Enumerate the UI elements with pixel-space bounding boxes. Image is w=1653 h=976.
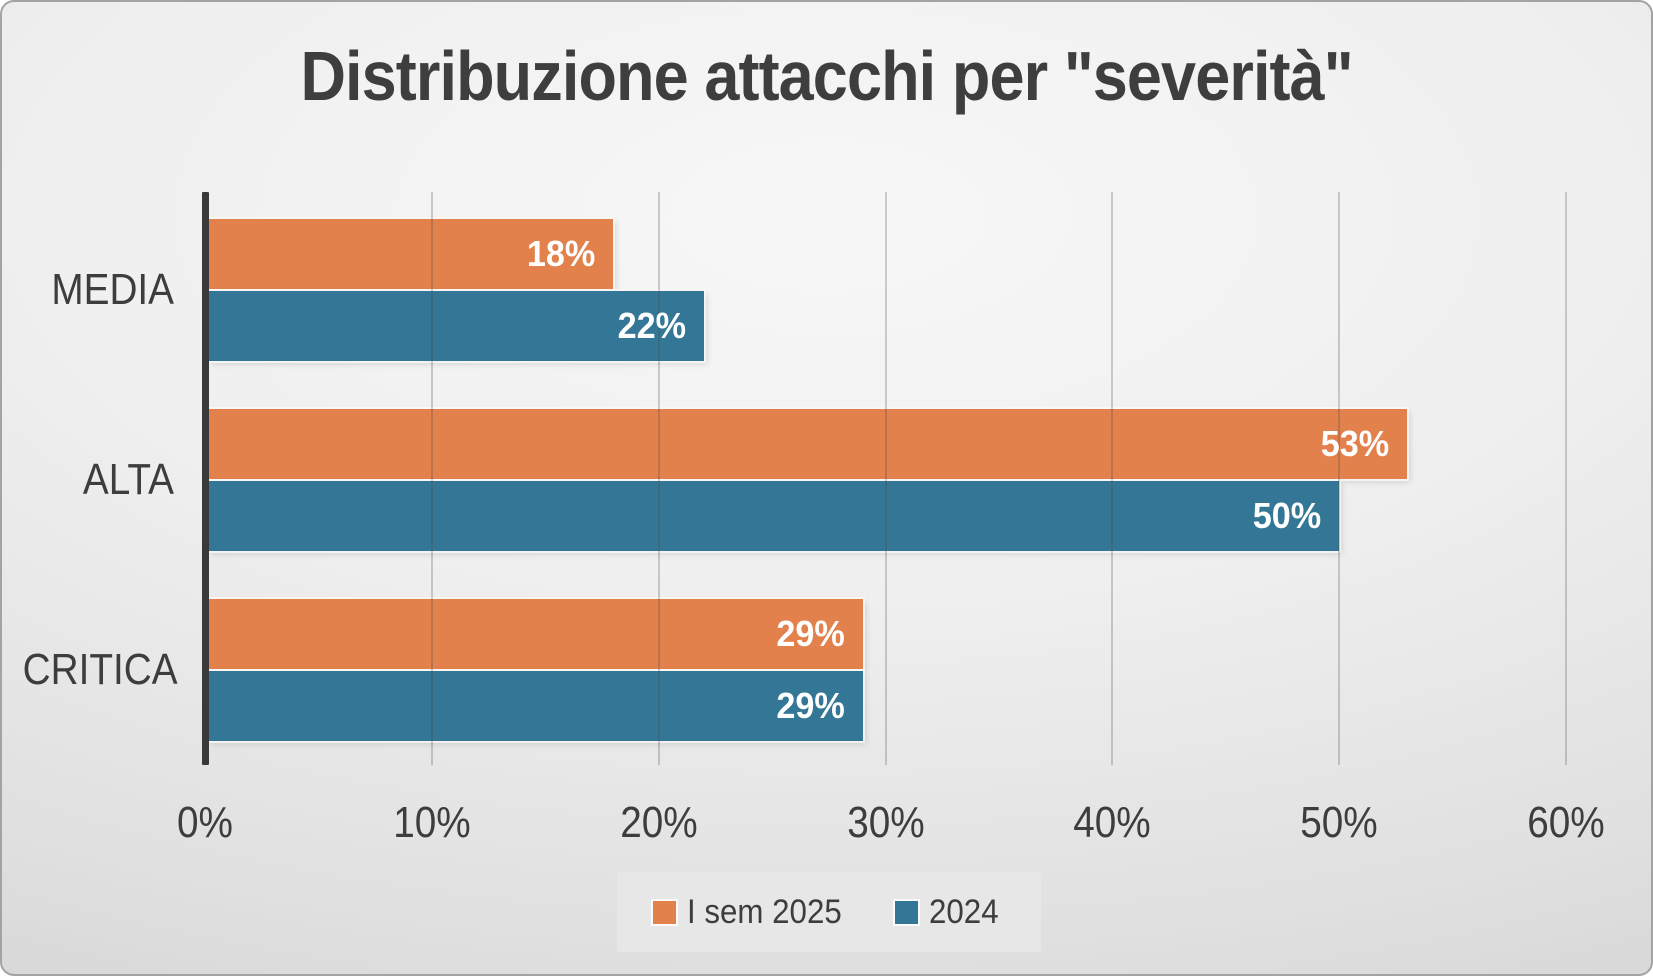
gridline-50% <box>1338 192 1341 765</box>
x-axis-tick-label: 30% <box>846 798 925 847</box>
bar-i-sem-2025-alta <box>208 409 1408 479</box>
bar-value-label: 53% <box>1320 423 1390 464</box>
legend: I sem 2025 2024 <box>617 872 1041 952</box>
legend-item-2024: 2024 <box>895 893 1005 932</box>
x-axis-tick-label: 10% <box>393 798 471 847</box>
bar-2024-media <box>208 291 705 361</box>
legend-item-i-sem-2025: I sem 2025 <box>653 893 855 932</box>
x-axis-tick-label: 0% <box>177 798 233 847</box>
category-label-critica: CRITICA <box>22 645 178 694</box>
gridline-30% <box>884 192 887 765</box>
chart-title: Distribuzione attacchi per "severità" <box>2 36 1651 116</box>
gridline-10% <box>430 192 433 765</box>
bar-2024-critica <box>208 671 863 741</box>
bar-value-label: 18% <box>526 233 596 274</box>
x-axis-tick-label: 50% <box>1300 798 1378 847</box>
gridline-40% <box>1111 192 1114 765</box>
legend-label: 2024 <box>929 892 999 931</box>
bar-value-label: 50% <box>1252 495 1322 536</box>
category-label-media: MEDIA <box>51 265 174 314</box>
y-axis-line <box>202 192 209 765</box>
bar-value-label: 22% <box>617 305 687 346</box>
bar-i-sem-2025-media <box>208 219 614 289</box>
category-label-alta: ALTA <box>82 455 174 504</box>
x-axis-tick-label: 40% <box>1073 798 1152 847</box>
gridline-20% <box>657 192 660 765</box>
x-axis-tick-label: 60% <box>1527 798 1605 847</box>
bar-2024-alta <box>208 481 1340 551</box>
legend-label: I sem 2025 <box>687 892 842 931</box>
x-axis-tick-label: 20% <box>619 798 698 847</box>
chart-title-text: Distribuzione attacchi per "severità" <box>300 37 1353 115</box>
legend-swatch-icon <box>653 900 677 924</box>
bar-value-label: 29% <box>776 685 845 726</box>
gridline-60% <box>1565 192 1567 765</box>
legend-swatch-icon <box>895 900 919 924</box>
bar-i-sem-2025-critica <box>208 599 863 669</box>
bar-value-label: 29% <box>776 613 845 654</box>
